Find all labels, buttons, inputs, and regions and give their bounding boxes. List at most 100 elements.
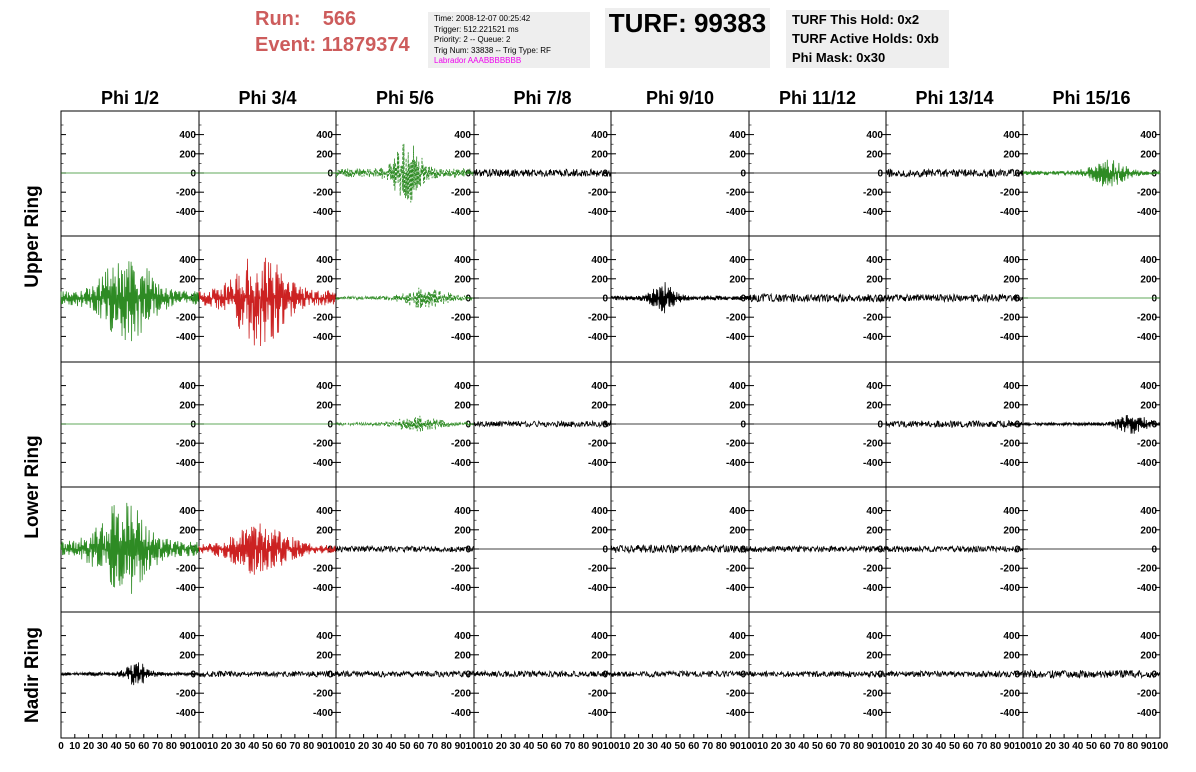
- x-tick-label: 70: [1113, 741, 1125, 752]
- y-tick-label: 200: [454, 650, 471, 661]
- y-tick-label: -400: [726, 583, 746, 594]
- y-tick-label: -200: [588, 564, 608, 575]
- y-tick-label: 400: [591, 255, 608, 266]
- run-event-block: Run: 566 Event: 11879374: [255, 6, 410, 58]
- y-tick-label: 400: [729, 130, 746, 141]
- y-tick-label: 0: [740, 169, 746, 180]
- y-tick-label: -400: [726, 332, 746, 343]
- column-header: Phi 7/8: [513, 88, 571, 108]
- y-tick-label: 200: [316, 149, 333, 160]
- y-tick-label: 200: [454, 274, 471, 285]
- y-tick-label: -400: [451, 207, 471, 218]
- y-tick-label: -200: [863, 564, 883, 575]
- waveform-trace: [473, 419, 612, 429]
- column-header: Phi 5/6: [376, 88, 434, 108]
- waveform-trace: [610, 543, 750, 554]
- y-tick-label: 0: [602, 545, 608, 556]
- x-tick-label: 50: [1086, 741, 1098, 752]
- y-tick-label: 200: [1003, 525, 1020, 536]
- y-tick-label: 400: [316, 631, 333, 642]
- x-tick-label: 40: [523, 741, 535, 752]
- y-tick-label: -200: [1137, 313, 1157, 324]
- time-text: Time: 2008-12-07 00:25:42: [434, 14, 531, 23]
- y-tick-label: 200: [316, 400, 333, 411]
- y-tick-label: -200: [313, 313, 333, 324]
- y-tick-label: 0: [327, 420, 333, 431]
- x-tick-label: 100: [1015, 741, 1032, 752]
- y-tick-label: -200: [863, 439, 883, 450]
- y-tick-label: 400: [179, 381, 196, 392]
- y-tick-label: 400: [454, 255, 471, 266]
- y-tick-label: 200: [729, 274, 746, 285]
- y-tick-label: 400: [866, 506, 883, 517]
- x-tick-label: 40: [798, 741, 810, 752]
- y-tick-label: -400: [588, 708, 608, 719]
- x-tick-label: 70: [702, 741, 714, 752]
- x-tick-label: 10: [482, 741, 494, 752]
- y-tick-label: -200: [1000, 188, 1020, 199]
- column-header: Phi 15/16: [1052, 88, 1130, 108]
- y-tick-label: 200: [179, 274, 196, 285]
- y-tick-label: 400: [179, 130, 196, 141]
- y-tick-label: 400: [866, 381, 883, 392]
- y-tick-label: 0: [327, 169, 333, 180]
- y-tick-label: 200: [591, 149, 608, 160]
- y-tick-label: 400: [866, 255, 883, 266]
- y-tick-label: 0: [327, 670, 333, 681]
- y-tick-label: 200: [179, 400, 196, 411]
- y-tick-label: -200: [451, 439, 471, 450]
- x-tick-label: 60: [413, 741, 425, 752]
- x-tick-label: 100: [1152, 741, 1169, 752]
- y-tick-label: -200: [176, 439, 196, 450]
- x-tick-label: 40: [935, 741, 947, 752]
- x-tick-label: 20: [83, 741, 95, 752]
- y-tick-label: 400: [1140, 506, 1157, 517]
- y-tick-label: -400: [451, 583, 471, 594]
- y-tick-label: 200: [591, 525, 608, 536]
- y-tick-label: 400: [316, 130, 333, 141]
- x-tick-label: 20: [221, 741, 233, 752]
- y-tick-label: -200: [1137, 689, 1157, 700]
- trigger-info-box: Time: 2008-12-07 00:25:42 Trigger: 512.2…: [428, 12, 590, 68]
- x-tick-label: 100: [603, 741, 620, 752]
- x-tick-label: 70: [839, 741, 851, 752]
- x-tick-label: 40: [386, 741, 398, 752]
- y-tick-label: -200: [176, 564, 196, 575]
- y-tick-label: 400: [866, 130, 883, 141]
- x-tick-label: 10: [1031, 741, 1043, 752]
- y-tick-label: -200: [451, 188, 471, 199]
- y-tick-label: -400: [1137, 708, 1157, 719]
- x-tick-label: 30: [235, 741, 247, 752]
- x-tick-label: 70: [976, 741, 988, 752]
- y-tick-label: -200: [726, 313, 746, 324]
- x-tick-label: 30: [372, 741, 384, 752]
- run-label: Run:: [255, 8, 301, 30]
- y-tick-label: 200: [316, 650, 333, 661]
- y-tick-label: 400: [729, 506, 746, 517]
- y-tick-label: -200: [1137, 188, 1157, 199]
- y-tick-label: 200: [729, 149, 746, 160]
- y-tick-label: 200: [1140, 274, 1157, 285]
- phi-mask: Phi Mask: 0x30: [792, 50, 886, 65]
- x-tick-label: 80: [1127, 741, 1139, 752]
- waveform-trace: [473, 669, 612, 678]
- y-tick-label: 0: [190, 420, 196, 431]
- waveform-trace: [335, 287, 475, 309]
- y-tick-label: 400: [591, 506, 608, 517]
- x-tick-label: 60: [276, 741, 288, 752]
- y-tick-label: -400: [451, 708, 471, 719]
- x-tick-label: 100: [878, 741, 895, 752]
- y-tick-label: -200: [1000, 439, 1020, 450]
- y-tick-label: 0: [1014, 420, 1020, 431]
- x-tick-label: 80: [441, 741, 453, 752]
- y-tick-label: -400: [863, 708, 883, 719]
- x-tick-label: 50: [262, 741, 274, 752]
- y-tick-label: 0: [1151, 294, 1157, 305]
- y-tick-label: -200: [313, 439, 333, 450]
- y-tick-label: -200: [451, 564, 471, 575]
- y-tick-label: -400: [863, 207, 883, 218]
- waveform-trace: [60, 502, 200, 594]
- x-tick-label: 70: [289, 741, 301, 752]
- turf-active-holds: TURF Active Holds: 0xb: [792, 31, 939, 46]
